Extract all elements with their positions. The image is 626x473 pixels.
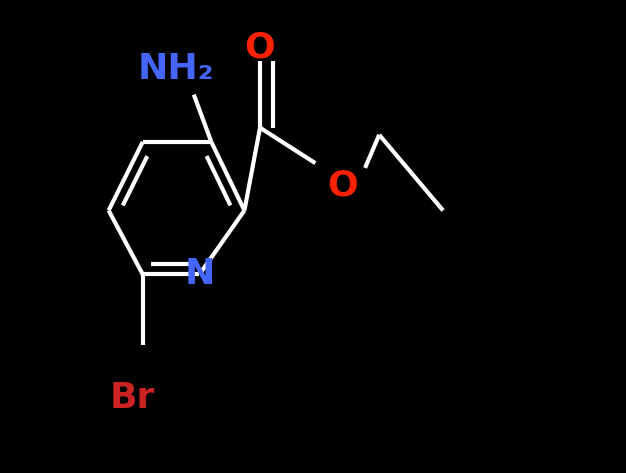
Text: O: O (245, 30, 275, 64)
Text: NH₂: NH₂ (138, 52, 214, 86)
Text: O: O (327, 168, 357, 202)
Text: Br: Br (110, 381, 155, 415)
Text: N: N (184, 257, 215, 291)
